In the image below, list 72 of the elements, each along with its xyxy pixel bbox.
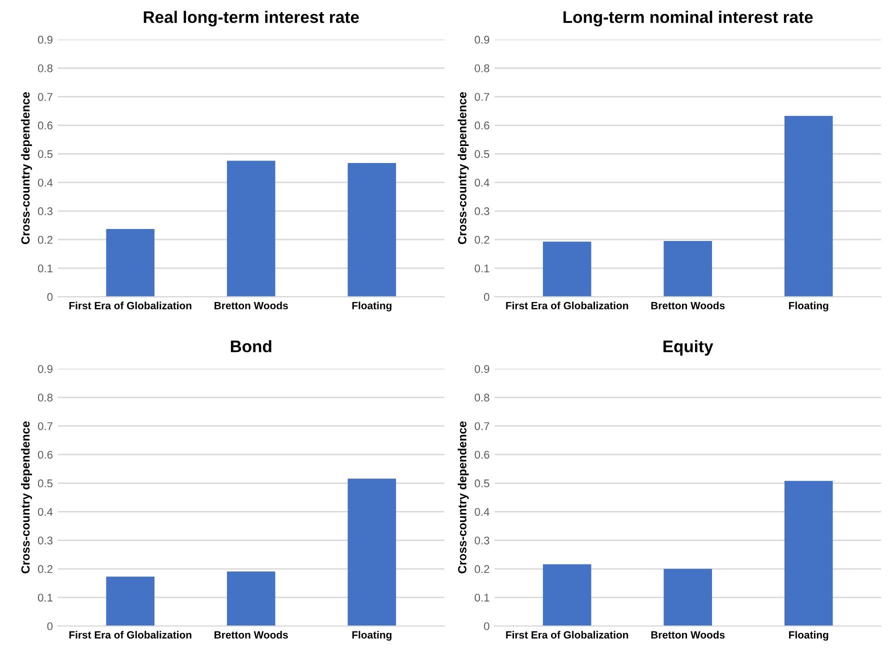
y-axis-title: Cross-country dependence — [458, 421, 469, 574]
bar — [106, 229, 154, 297]
x-tick-label: Floating — [789, 630, 828, 641]
bar — [226, 160, 276, 297]
y-tick-label: 0.5 — [474, 479, 490, 488]
x-tick-label: Bretton Woods — [651, 302, 725, 310]
x-tick-label: Bretton Woods — [214, 302, 288, 310]
chart-title: Long-term nominal interest rate — [563, 10, 813, 26]
y-tick-label: 0.8 — [38, 394, 53, 402]
y-tick-label: 0.6 — [38, 122, 52, 130]
bar — [784, 116, 833, 297]
y-tick-label: 0.9 — [38, 36, 52, 44]
x-tick-label: Bretton Woods — [214, 630, 288, 639]
bar — [106, 576, 154, 626]
y-axis-title: Cross-country dependence — [458, 92, 469, 244]
y-tick-label: 0.1 — [474, 594, 490, 602]
x-tick-label: First Era of Globalization — [506, 302, 628, 310]
chart-title: Bond — [230, 340, 272, 352]
y-tick-label: 0.7 — [38, 92, 52, 101]
bar — [348, 478, 396, 626]
y-tick-label: 0.9 — [38, 365, 52, 373]
y-tick-label: 0.3 — [474, 207, 490, 216]
bar — [664, 241, 712, 297]
bar — [542, 564, 592, 626]
y-tick-label: 0.4 — [474, 508, 490, 516]
y-tick-label: 0.8 — [38, 64, 53, 72]
y-tick-label: 0.6 — [474, 122, 490, 130]
y-tick-label: 0.3 — [474, 536, 490, 544]
y-tick-label: 0.9 — [474, 36, 490, 44]
y-tick-label: 0.7 — [38, 422, 52, 430]
bar — [542, 242, 592, 297]
y-tick-label: 0 — [484, 293, 490, 301]
y-tick-label: 0.8 — [474, 64, 490, 72]
y-axis-title: Cross-country dependence — [20, 92, 32, 244]
y-tick-label: 0 — [484, 622, 490, 630]
y-axis-title: Cross-country dependence — [20, 421, 32, 574]
x-tick-label: Floating — [352, 630, 392, 641]
bar — [784, 480, 833, 626]
chart-title: Equity — [664, 340, 714, 356]
x-tick-label: First Era of Globalization — [506, 630, 628, 639]
y-tick-label: 0.6 — [38, 450, 52, 459]
x-tick-label: Floating — [352, 302, 392, 312]
x-tick-label: Floating — [789, 302, 828, 312]
x-tick-label: First Era of Globalization — [69, 302, 192, 310]
bar — [348, 163, 396, 297]
y-tick-label: 0.2 — [474, 236, 490, 244]
y-tick-label: 0.2 — [474, 565, 490, 574]
bar — [226, 571, 276, 626]
y-tick-label: 0.1 — [38, 264, 52, 272]
x-tick-label: Bretton Woods — [651, 630, 725, 639]
y-tick-label: 0.4 — [38, 508, 53, 516]
y-tick-label: 0.5 — [38, 150, 53, 158]
y-tick-label: 0.9 — [474, 365, 490, 373]
y-tick-label: 0 — [47, 293, 53, 301]
y-tick-label: 0.3 — [38, 536, 52, 544]
y-tick-label: 0.3 — [38, 207, 52, 216]
bar — [664, 568, 712, 626]
y-tick-label: 0.6 — [474, 450, 490, 459]
y-tick-label: 0 — [47, 622, 53, 630]
y-tick-label: 0.5 — [474, 150, 490, 158]
y-tick-label: 0.4 — [38, 178, 53, 187]
y-tick-label: 0.1 — [474, 264, 490, 272]
y-tick-label: 0.7 — [474, 92, 490, 101]
x-tick-label: First Era of Globalization — [69, 630, 192, 639]
y-tick-label: 0.7 — [474, 422, 490, 430]
y-tick-label: 0.5 — [38, 479, 53, 488]
chart-title: Real long-term interest rate — [144, 10, 359, 26]
y-tick-label: 0.8 — [474, 394, 490, 402]
y-tick-label: 0.2 — [38, 236, 52, 244]
y-tick-label: 0.1 — [38, 594, 52, 602]
y-tick-label: 0.4 — [474, 178, 490, 187]
y-tick-label: 0.2 — [38, 565, 52, 574]
